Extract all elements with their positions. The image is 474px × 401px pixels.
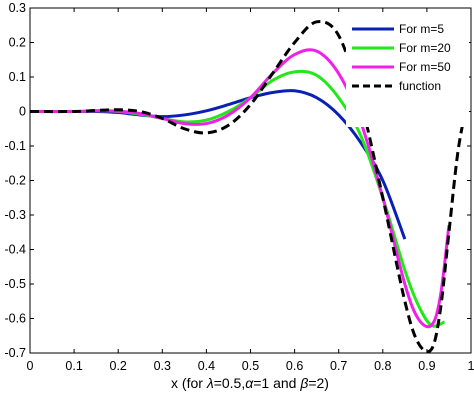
beta-symbol: β	[299, 375, 308, 391]
x-tick-label: 0.9	[418, 359, 435, 373]
x-tick-label: 0.6	[286, 359, 303, 373]
y-tick-label: 0.1	[9, 70, 26, 84]
y-tick-label: -0.6	[4, 312, 26, 326]
x-tick-label: 0.8	[374, 359, 391, 373]
lambda-value: =0.5,	[214, 375, 246, 391]
legend-label-function: function	[399, 79, 441, 93]
legend-label-m50: For m=50	[399, 60, 451, 74]
x-tick-label: 1	[468, 359, 474, 373]
plot-frame	[29, 7, 472, 354]
y-tick-label: -0.7	[4, 346, 26, 360]
beta-value: =2)	[308, 375, 329, 391]
y-tick-label: 0.2	[9, 36, 26, 50]
series-line-m50	[29, 48, 451, 329]
x-tick-label: 0	[27, 359, 34, 373]
x-tick-label: 0.3	[154, 359, 171, 373]
x-axis-label: x (for λ=0.5,α=1 and β=2)	[171, 375, 329, 391]
x-tick-labels: 0 0.1 0.2 0.3 0.4 0.5 0.6 0.7 0.8 0.9 1	[27, 359, 474, 373]
y-tick-labels: 0.3 0.2 0.1 0 -0.1 -0.2 -0.3 -0.4 -0.5 -0.6 -0.7	[4, 1, 26, 360]
legend-label-m20: For m=20	[399, 41, 451, 55]
lambda-symbol: λ	[206, 375, 214, 391]
x-tick-label: 0.7	[330, 359, 347, 373]
x-tick-label: 0.1	[65, 359, 82, 373]
legend-box	[346, 13, 469, 127]
series-lines	[29, 20, 469, 354]
y-tick-label: -0.1	[4, 139, 26, 153]
y-tick-label: -0.5	[4, 277, 26, 291]
alpha-symbol: α	[245, 375, 254, 391]
series-line-function	[29, 20, 469, 354]
y-tick-label: 0	[19, 105, 26, 119]
legend: For m=5 For m=20 For m=50 function	[346, 13, 469, 127]
x-tick-label: 0.4	[198, 359, 215, 373]
y-tick-label: -0.4	[4, 243, 26, 257]
x-axis-label-prefix: x (for	[171, 375, 207, 391]
x-tick-label: 0.2	[110, 359, 127, 373]
legend-label-m5: For m=5	[399, 22, 444, 36]
alpha-value: =1 and	[253, 375, 300, 391]
y-tick-label: 0.3	[9, 1, 26, 15]
y-tick-label: -0.3	[4, 208, 26, 222]
y-tick-label: -0.2	[4, 174, 26, 188]
x-tick-label: 0.5	[242, 359, 259, 373]
